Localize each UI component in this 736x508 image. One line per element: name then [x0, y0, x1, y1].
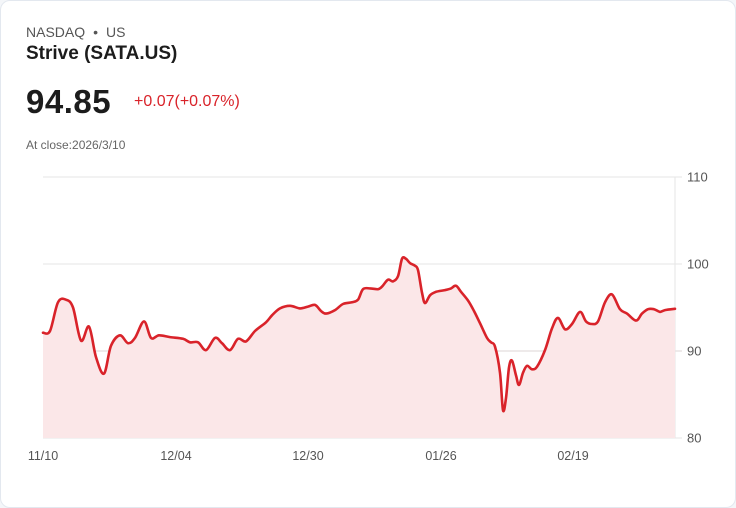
price-change: +0.07(+0.07%)	[134, 93, 240, 110]
stock-name: Strive (SATA.US)	[26, 43, 178, 64]
y-tick-label: 110	[687, 170, 708, 185]
x-tick-label: 11/10	[28, 449, 58, 463]
y-tick-label: 100	[687, 257, 709, 272]
chart-price-line	[41, 256, 677, 413]
region-label: US	[106, 24, 126, 40]
y-tick-label: 80	[687, 431, 701, 446]
close-date: At close:2026/3/10	[26, 138, 126, 152]
stock-price: 94.85	[26, 83, 112, 120]
separator-dot: •	[93, 24, 99, 40]
x-tick-label: 12/30	[292, 449, 323, 463]
x-tick-label: 12/04	[160, 449, 191, 463]
exchange-label: NASDAQ	[26, 24, 86, 40]
y-tick-label: 90	[687, 344, 701, 359]
chart-area-fill	[43, 257, 675, 438]
exchange-line: NASDAQ • US	[26, 24, 125, 40]
x-axis: 11/10 12/04 12/30 01/26 02/19	[28, 449, 589, 463]
x-tick-label: 01/26	[425, 449, 456, 463]
x-tick-label: 02/19	[557, 449, 588, 463]
y-axis: 110 100 90 80	[687, 170, 709, 446]
